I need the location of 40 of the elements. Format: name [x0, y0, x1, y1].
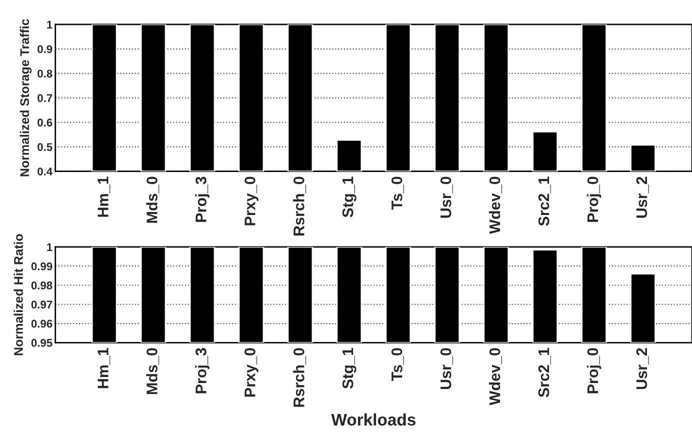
x-tick-label: Mds_0	[146, 348, 160, 394]
x-tick-label: Hm_1	[98, 348, 110, 388]
y-tick-label: 0.7	[38, 94, 52, 102]
x-tick-label: Stg_1	[342, 176, 356, 218]
y-tick-label: 0.4	[38, 168, 53, 176]
y-tick-label: 1	[47, 20, 52, 28]
x-tick-label: Src2_1	[538, 176, 551, 226]
y-tick-label: 1	[47, 243, 52, 251]
x-tick-label: Proj_3	[195, 348, 210, 394]
y-tick-label: 0.6	[38, 118, 52, 127]
x-tick-label: Usr_0	[440, 176, 453, 218]
y-tick-label: 0.96	[31, 320, 52, 328]
x-tick-label: Usr_2	[636, 176, 649, 218]
y-tick-label: 0.97	[31, 300, 52, 309]
x-axis-title: Workloads	[331, 413, 416, 426]
y-tick-label: 0.99	[31, 262, 52, 270]
x-tick-label: Src2_1	[538, 348, 551, 398]
x-tick-label: Mds_0	[146, 176, 160, 223]
x-tick-label: Prxy_0	[244, 176, 258, 226]
x-tick-label: Prxy_0	[244, 348, 258, 397]
y-tick-label: 0.9	[38, 45, 52, 54]
x-tick-label: Rsrch_0	[293, 176, 306, 236]
x-tick-label: Proj_3	[195, 176, 210, 222]
x-tick-label: Hm_1	[98, 176, 110, 217]
x-tick-label: Rsrch_0	[293, 348, 306, 407]
x-tick-label: Wdev_0	[488, 176, 502, 234]
y-tick-label: 0.5	[38, 143, 52, 151]
y-tick-label: 0.8	[38, 70, 52, 78]
y-tick-label: 0.98	[31, 282, 52, 290]
x-tick-label: Stg_1	[342, 348, 356, 389]
x-tick-label: Usr_0	[440, 348, 453, 390]
x-tick-label: Wdev_0	[488, 348, 502, 406]
x-tick-label: Proj_0	[586, 348, 602, 394]
y-axis-title: Normalized Hit Ratio	[14, 234, 23, 356]
x-tick-label: Ts_0	[391, 348, 404, 382]
y-axis-title: Normalized Storage Traffic	[20, 19, 32, 176]
x-tick-label: Usr_2	[636, 348, 649, 390]
x-tick-label: Proj_0	[586, 176, 602, 222]
y-tick-label: 0.95	[31, 338, 52, 347]
x-tick-label: Ts_0	[391, 176, 404, 210]
